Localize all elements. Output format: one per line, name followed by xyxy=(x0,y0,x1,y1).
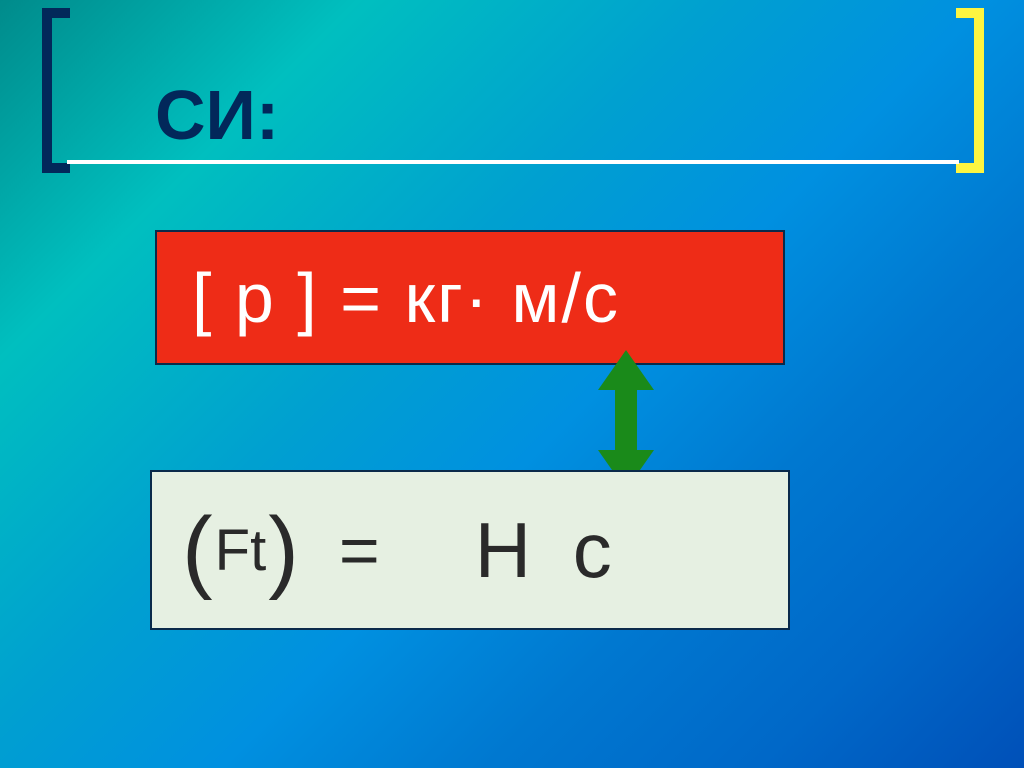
right-bracket-decoration xyxy=(956,8,984,173)
newton-seconds-text: Н с xyxy=(475,505,622,596)
impulse-units-box: ( Ft ) = Н с xyxy=(150,470,790,630)
momentum-formula-text: [ р ] = кг· м/с xyxy=(192,258,620,338)
right-paren-icon: ) xyxy=(268,504,299,596)
equals-sign: = xyxy=(339,510,380,590)
left-paren-icon: ( xyxy=(182,504,213,596)
ft-label: Ft xyxy=(213,517,269,584)
equivalence-arrow xyxy=(598,355,654,485)
left-bracket-decoration xyxy=(42,8,70,173)
momentum-units-box: [ р ] = кг· м/с xyxy=(155,230,785,365)
ft-bracket-group: ( Ft ) xyxy=(182,504,299,596)
slide-title: СИ: xyxy=(155,75,279,155)
title-underline xyxy=(67,160,959,164)
